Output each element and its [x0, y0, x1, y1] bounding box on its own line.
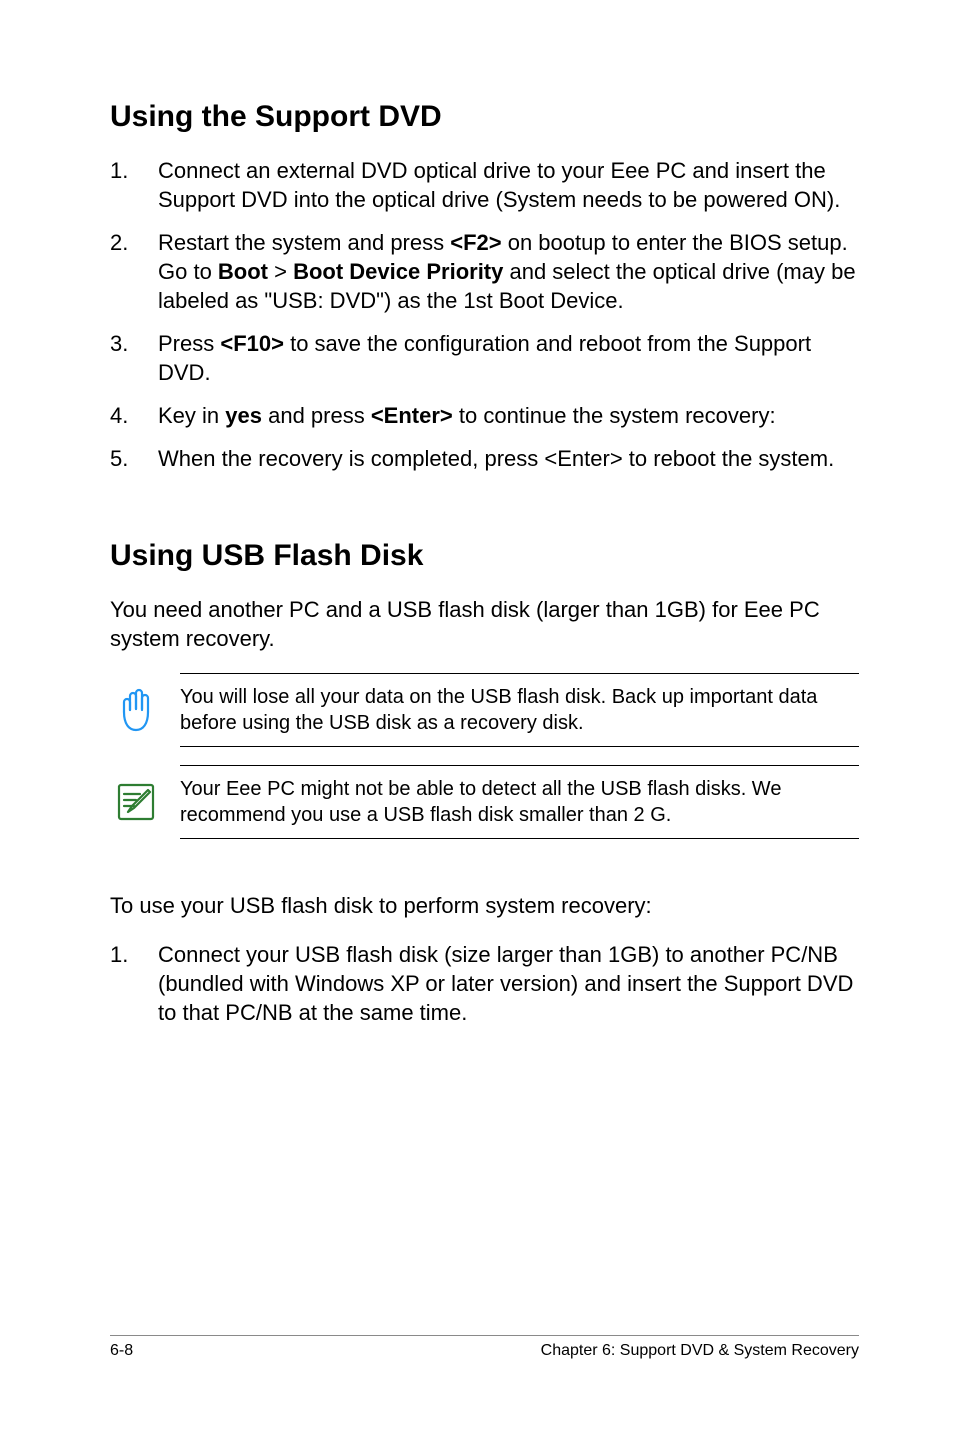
support-dvd-steps-list: 1.Connect an external DVD optical drive …	[110, 156, 859, 473]
list-item: 3.Press <F10> to save the configuration …	[110, 329, 859, 387]
section-title-support-dvd: Using the Support DVD	[110, 100, 859, 134]
list-item-text: Connect your USB flash disk (size larger…	[158, 940, 859, 1027]
hand-stop-icon	[114, 686, 158, 734]
usb-intro-paragraph: You need another PC and a USB flash disk…	[110, 595, 859, 653]
section-title-usb-flash: Using USB Flash Disk	[110, 539, 859, 573]
list-item: 4.Key in yes and press <Enter> to contin…	[110, 401, 859, 430]
list-item-number: 3.	[110, 329, 158, 387]
warning-callout-text: You will lose all your data on the USB f…	[180, 673, 859, 747]
list-item-number: 4.	[110, 401, 158, 430]
list-item-number: 5.	[110, 444, 158, 473]
usb-steps-list: 1.Connect your USB flash disk (size larg…	[110, 940, 859, 1027]
document-page: Using the Support DVD 1.Connect an exter…	[0, 0, 954, 1438]
list-item: 1.Connect your USB flash disk (size larg…	[110, 940, 859, 1027]
warning-callout: You will lose all your data on the USB f…	[110, 673, 859, 747]
list-item-text: Restart the system and press <F2> on boo…	[158, 228, 859, 315]
list-item-text: Press <F10> to save the configuration an…	[158, 329, 859, 387]
list-item-text: Key in yes and press <Enter> to continue…	[158, 401, 859, 430]
page-footer: 6-8 Chapter 6: Support DVD & System Reco…	[0, 1335, 954, 1360]
note-callout-text: Your Eee PC might not be able to detect …	[180, 765, 859, 839]
list-item: 5.When the recovery is completed, press …	[110, 444, 859, 473]
usb-lead-paragraph: To use your USB flash disk to perform sy…	[110, 891, 859, 920]
note-pencil-icon	[114, 780, 158, 824]
note-callout: Your Eee PC might not be able to detect …	[110, 765, 859, 839]
chapter-label: Chapter 6: Support DVD & System Recovery	[541, 1342, 859, 1360]
page-number: 6-8	[110, 1342, 133, 1360]
list-item: 2.Restart the system and press <F2> on b…	[110, 228, 859, 315]
list-item-text: Connect an external DVD optical drive to…	[158, 156, 859, 214]
list-item-text: When the recovery is completed, press <E…	[158, 444, 859, 473]
list-item-number: 1.	[110, 940, 158, 1027]
list-item-number: 2.	[110, 228, 158, 315]
list-item-number: 1.	[110, 156, 158, 214]
list-item: 1.Connect an external DVD optical drive …	[110, 156, 859, 214]
